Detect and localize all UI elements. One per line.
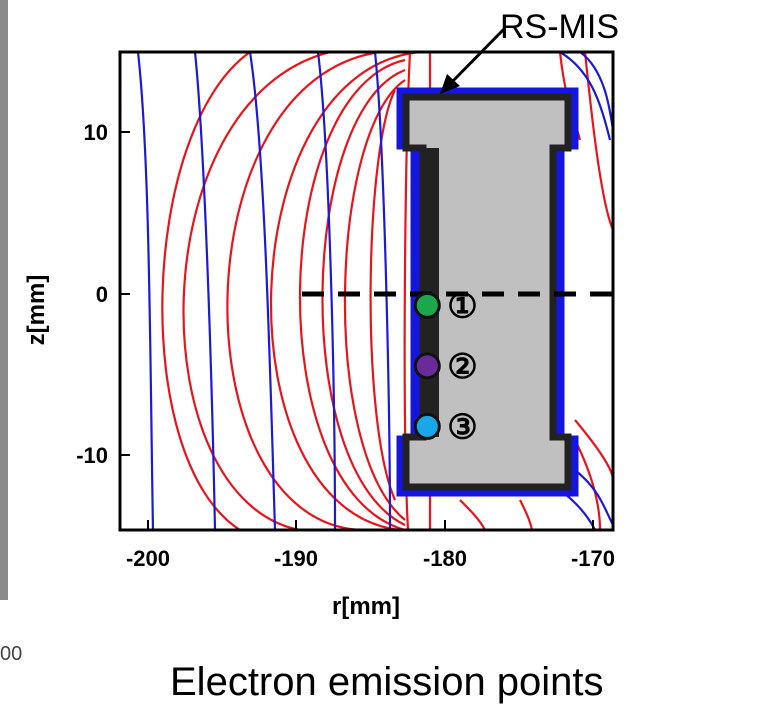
- emission-point-label: ②: [447, 348, 477, 386]
- tick-marks: [120, 131, 594, 530]
- emission-point-2: [413, 352, 441, 380]
- y-tick-label: 10: [84, 120, 108, 145]
- equipotential-line: [574, 439, 602, 530]
- equipotential-line: [298, 58, 406, 530]
- equipotential-line: [369, 89, 397, 501]
- y-axis-label: z[mm]: [23, 275, 50, 346]
- field-line: [316, 52, 337, 530]
- emission-points: ① ② ③: [413, 287, 478, 446]
- equipotential-line: [161, 52, 251, 530]
- field-line: [248, 52, 277, 530]
- field-line: [559, 52, 612, 141]
- y-tick-label: 0: [96, 282, 108, 307]
- x-tick-label: -170: [571, 546, 615, 571]
- equipotential-line: [226, 52, 381, 530]
- equipotential-line: [459, 499, 486, 530]
- equipotential-line: [182, 52, 331, 530]
- left-edge-bar: [0, 0, 8, 600]
- field-line: [574, 469, 613, 526]
- field-line: [193, 52, 217, 530]
- emission-point-label: ③: [447, 408, 477, 446]
- field-line: [373, 52, 392, 530]
- y-tick-labels: 10 0 -10: [76, 120, 108, 468]
- x-tick-label: -190: [274, 546, 318, 571]
- corner-text: 00: [0, 643, 22, 665]
- caption: Electron emission points: [170, 660, 604, 704]
- field-line: [136, 52, 155, 530]
- field-lines: [136, 52, 613, 530]
- equipotential-line: [583, 52, 613, 231]
- x-tick-label: -200: [126, 546, 170, 571]
- y-tick-label: -10: [76, 443, 108, 468]
- emission-point-label: ①: [447, 287, 477, 325]
- x-axis-label: r[mm]: [332, 593, 400, 620]
- equipotential-line: [519, 499, 534, 530]
- emission-point-3: [413, 412, 441, 440]
- rs-mis-arrow-line: [446, 26, 507, 88]
- rs-mis-label: RS-MIS: [500, 8, 619, 46]
- rs-mis-arrowhead: [440, 74, 460, 94]
- x-tick-labels: -200 -190 -180 -170: [126, 546, 615, 571]
- x-tick-label: -180: [423, 546, 467, 571]
- plot-frame: [118, 50, 615, 532]
- emission-point-1: [413, 291, 441, 319]
